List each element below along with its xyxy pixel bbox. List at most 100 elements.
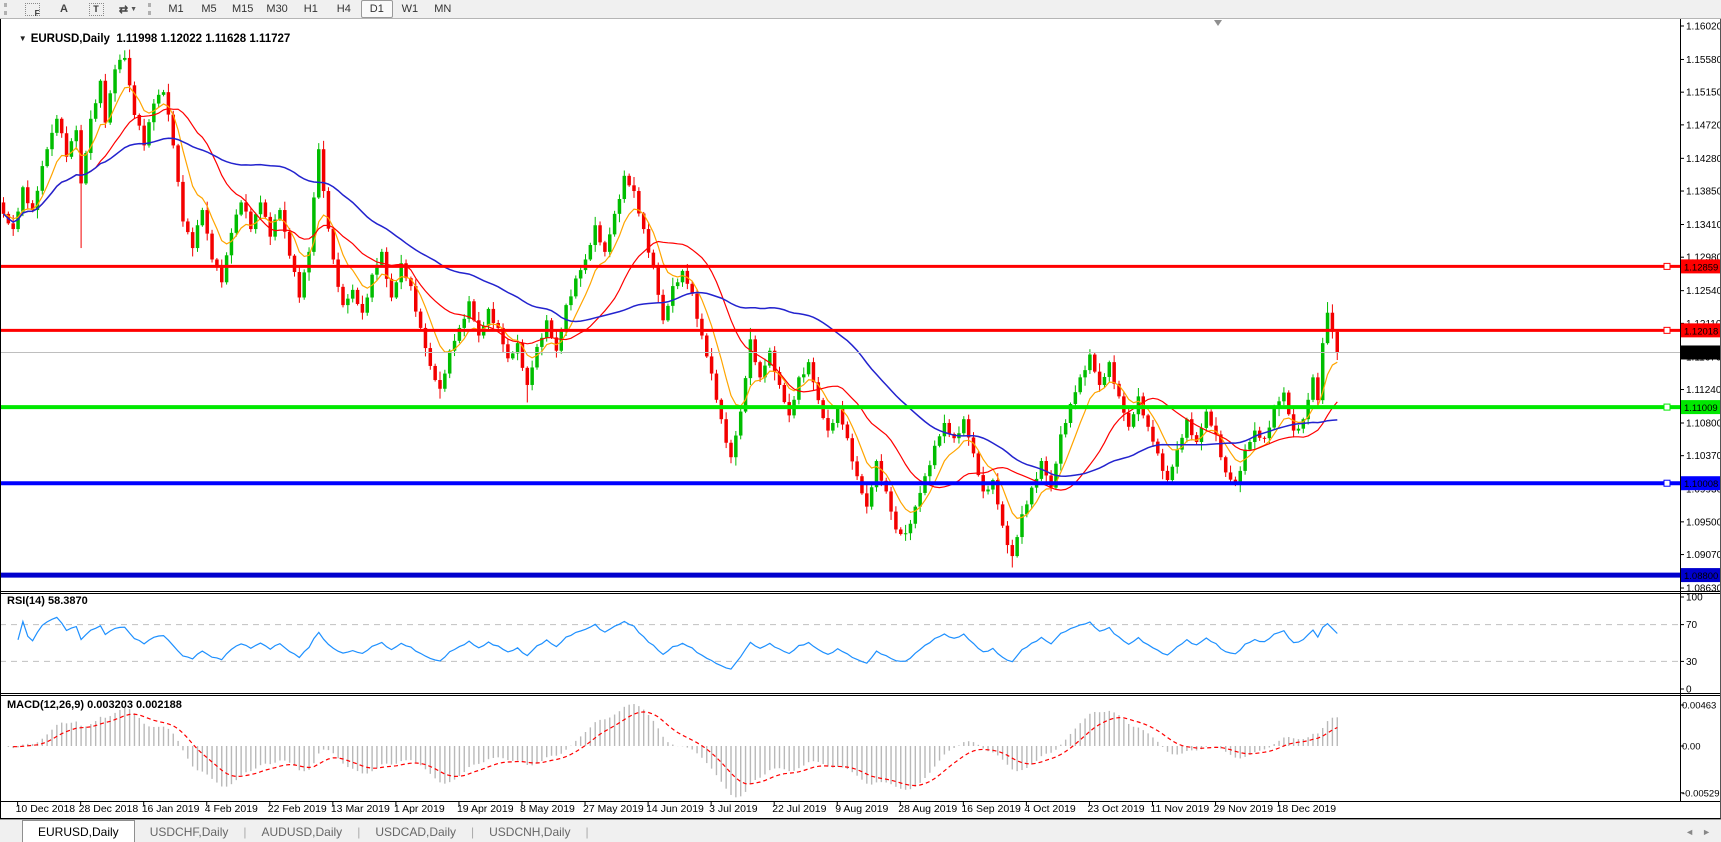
arrows-tool-button[interactable]: ⇄ ▼ xyxy=(112,0,144,18)
chart-dropdown-icon[interactable]: ▼ xyxy=(18,34,27,43)
svg-text:16 Jan 2019: 16 Jan 2019 xyxy=(142,803,200,815)
price-axis: 1.16020 1.15580 1.15150 1.14720 1.14280 1.138… xyxy=(1680,22,1721,595)
svg-text:1.09500: 1.09500 xyxy=(1686,517,1721,528)
svg-text:1.14280: 1.14280 xyxy=(1686,154,1721,165)
svg-text:1.15150: 1.15150 xyxy=(1686,88,1721,99)
svg-text:1.16020: 1.16020 xyxy=(1686,22,1721,33)
tab-usdcnh-daily[interactable]: USDCNH,Daily xyxy=(489,824,571,839)
macd-axis: 0.00463 0.00 -0.00529 xyxy=(1680,700,1720,799)
svg-text:1.12018: 1.12018 xyxy=(1684,326,1718,337)
timeframe-m15[interactable]: M15 xyxy=(232,3,254,15)
svg-text:1 Apr 2019: 1 Apr 2019 xyxy=(394,803,445,815)
tab-audusd-daily[interactable]: AUDUSD,Daily xyxy=(261,824,343,839)
svg-text:0: 0 xyxy=(1686,685,1692,696)
svg-text:28 Dec 2018: 28 Dec 2018 xyxy=(79,803,139,815)
svg-text:23 Oct 2019: 23 Oct 2019 xyxy=(1087,803,1144,815)
tab-scroll-right-icon[interactable]: ► xyxy=(1702,826,1711,837)
level-line-1.11009[interactable]: 1.11009 xyxy=(0,400,1721,415)
current-price-line: 1.11727 xyxy=(0,345,1721,360)
slow-ma-line xyxy=(2,137,1338,477)
svg-text:11 Nov 2019: 11 Nov 2019 xyxy=(1151,803,1210,815)
text-label-tool-button[interactable]: T xyxy=(80,0,112,18)
timeframe-d1[interactable]: D1 xyxy=(360,0,393,18)
svg-text:1.13850: 1.13850 xyxy=(1686,187,1721,198)
toolbar-grip-2[interactable] xyxy=(148,3,154,15)
svg-text:27 May 2019: 27 May 2019 xyxy=(583,803,644,815)
mid-ma-line xyxy=(3,107,1338,491)
fibonacci-tool-button[interactable]: F xyxy=(16,0,48,18)
level-line-1.12018[interactable]: 1.12018 xyxy=(0,323,1721,338)
timeframe-mn[interactable]: MN xyxy=(434,3,452,15)
chart-canvas[interactable]: 1.16020 1.15580 1.15150 1.14720 1.14280 1.138… xyxy=(0,0,1721,819)
timeframe-h4[interactable]: H4 xyxy=(336,3,351,15)
svg-text:1.12980: 1.12980 xyxy=(1686,253,1721,264)
timeframe-m5[interactable]: M5 xyxy=(201,3,217,15)
date-axis: 10 Dec 2018 28 Dec 2018 16 Jan 2019 4 Feb 2… xyxy=(16,802,1337,815)
fast-ma-line xyxy=(3,86,1338,519)
timeframe-h1[interactable]: H1 xyxy=(303,3,318,15)
svg-text:16 Sep 2019: 16 Sep 2019 xyxy=(961,803,1021,815)
svg-text:18 Dec 2019: 18 Dec 2019 xyxy=(1277,803,1337,815)
svg-text:22 Feb 2019: 22 Feb 2019 xyxy=(268,803,327,815)
svg-text:1.10008: 1.10008 xyxy=(1684,479,1718,490)
chart-shift-marker[interactable] xyxy=(1214,20,1222,26)
arrows-icon: ⇄ xyxy=(118,3,129,16)
rsi-indicator-label: RSI(14) 58.3870 xyxy=(7,595,88,607)
svg-text:1.10370: 1.10370 xyxy=(1686,451,1721,462)
svg-text:100: 100 xyxy=(1686,593,1703,604)
svg-text:1.11727: 1.11727 xyxy=(1684,348,1718,359)
svg-text:8 May 2019: 8 May 2019 xyxy=(520,803,575,815)
svg-text:1.12859: 1.12859 xyxy=(1684,262,1718,273)
tab-eurusd-daily[interactable]: EURUSD,Daily xyxy=(22,820,135,842)
text-icon: A xyxy=(60,3,68,15)
svg-text:1.09070: 1.09070 xyxy=(1686,550,1721,561)
toolbar-grip[interactable] xyxy=(4,3,10,15)
level-line-handle[interactable] xyxy=(1663,403,1671,411)
chart-symbol-period: EURUSD,Daily xyxy=(30,33,110,45)
chevron-down-icon: ▼ xyxy=(130,5,138,13)
text-label-icon: T xyxy=(88,2,104,16)
tab-separator: | xyxy=(243,824,247,839)
level-line-1.12859[interactable]: 1.12859 xyxy=(0,259,1721,274)
rsi-line xyxy=(17,616,1338,670)
tab-scroll-left-icon[interactable]: ◄ xyxy=(1685,826,1695,837)
level-line-1.10008[interactable]: 1.10008 xyxy=(0,476,1721,491)
candlestick-series xyxy=(1,49,1339,568)
svg-text:4 Oct 2019: 4 Oct 2019 xyxy=(1024,803,1076,815)
level-line-handle[interactable] xyxy=(1663,262,1671,270)
svg-text:0.00463: 0.00463 xyxy=(1682,700,1716,711)
macd-signal-line xyxy=(13,711,1338,787)
svg-text:1.15580: 1.15580 xyxy=(1686,55,1721,66)
text-tool-button[interactable]: A xyxy=(48,0,80,18)
svg-text:28 Aug 2019: 28 Aug 2019 xyxy=(898,803,957,815)
svg-text:10 Dec 2018: 10 Dec 2018 xyxy=(16,803,76,815)
level-line-handle[interactable] xyxy=(1663,326,1671,334)
tab-separator: | xyxy=(357,824,361,839)
tab-scroll-nav: ◄ ► xyxy=(1685,820,1721,842)
svg-text:29 Nov 2019: 29 Nov 2019 xyxy=(1214,803,1274,815)
svg-text:70: 70 xyxy=(1686,620,1698,631)
svg-text:4 Feb 2019: 4 Feb 2019 xyxy=(205,803,258,815)
svg-text:1.10800: 1.10800 xyxy=(1686,418,1721,429)
level-line-handle[interactable] xyxy=(1663,479,1671,487)
svg-text:14 Jun 2019: 14 Jun 2019 xyxy=(646,803,704,815)
level-line-1.08800[interactable]: 1.08800 xyxy=(0,568,1721,583)
svg-text:1.14720: 1.14720 xyxy=(1686,120,1721,131)
tab-usdcad-daily[interactable]: USDCAD,Daily xyxy=(375,824,456,839)
macd-indicator-label: MACD(12,26,9) 0.003203 0.002188 xyxy=(7,699,182,711)
rsi-level-lines xyxy=(0,624,1680,662)
chart-title: ▼ EURUSD,Daily 1.11998 1.12022 1.11628 1.… xyxy=(6,21,291,57)
timeframe-m30[interactable]: M30 xyxy=(266,3,288,15)
svg-text:0.00: 0.00 xyxy=(1682,742,1701,753)
timeframe-m1[interactable]: M1 xyxy=(168,3,184,15)
tab-usdchf-daily[interactable]: USDCHF,Daily xyxy=(149,824,229,839)
svg-text:1.11240: 1.11240 xyxy=(1686,385,1721,396)
svg-text:1.13410: 1.13410 xyxy=(1686,220,1721,231)
svg-text:13 Mar 2019: 13 Mar 2019 xyxy=(331,803,390,815)
chart-ohlc-quote: 1.11998 1.12022 1.11628 1.11727 xyxy=(116,33,291,45)
timeframe-w1[interactable]: W1 xyxy=(401,3,419,15)
svg-text:3 Jul 2019: 3 Jul 2019 xyxy=(709,803,758,815)
macd-histogram xyxy=(7,704,1338,798)
toolbar: F A T ⇄ ▼ M1 M5 M15 M30 H1 H4 D1 W1 MN xyxy=(0,0,1721,19)
